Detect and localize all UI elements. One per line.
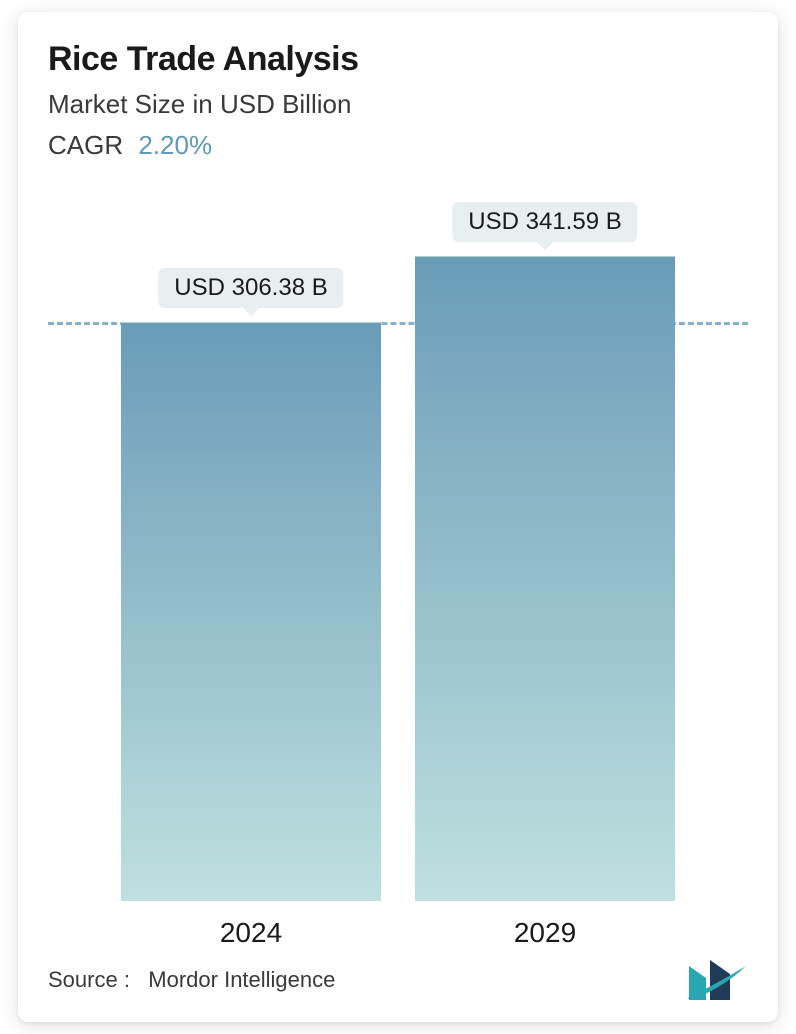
chart-area: USD 306.38 BUSD 341.59 B	[48, 221, 748, 901]
chart-subtitle: Market Size in USD Billion	[48, 89, 748, 120]
bar	[415, 256, 675, 901]
source-prefix: Source :	[48, 967, 130, 992]
chart-title: Rice Trade Analysis	[48, 40, 748, 79]
chart-card: Rice Trade Analysis Market Size in USD B…	[18, 12, 778, 1022]
cagr-label: CAGR	[48, 130, 123, 160]
value-badge: USD 306.38 B	[158, 268, 343, 308]
value-badge: USD 341.59 B	[452, 202, 637, 242]
chart-footer: Source : Mordor Intelligence	[48, 960, 748, 1000]
cagr-value: 2.20%	[138, 130, 212, 160]
cagr-row: CAGR 2.20%	[48, 130, 748, 161]
bars-container: USD 306.38 BUSD 341.59 B	[48, 221, 748, 901]
source-text: Source : Mordor Intelligence	[48, 967, 335, 993]
x-axis-labels: 2024 2029	[48, 903, 748, 959]
source-name: Mordor Intelligence	[148, 967, 335, 992]
x-axis-label: 2029	[514, 917, 576, 949]
bar	[121, 322, 381, 901]
x-axis-label: 2024	[220, 917, 282, 949]
brand-logo-icon	[686, 960, 748, 1000]
